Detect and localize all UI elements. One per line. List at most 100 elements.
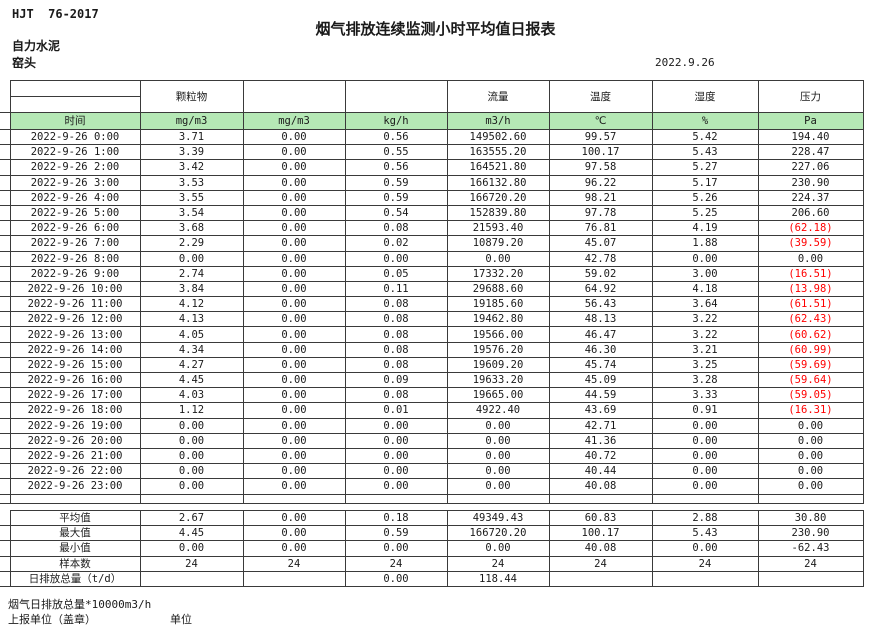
value-cell: 4.19 xyxy=(651,220,759,237)
value-cell: 19462.80 xyxy=(446,311,550,328)
value-cell: 4922.40 xyxy=(446,402,550,419)
value-cell: 0.00 xyxy=(242,250,346,267)
summary-row: 平均值 2.67 0.00 0.18 49349.43 60.83 2.88 30.80 xyxy=(0,509,864,527)
value-cell: 40.08 xyxy=(548,478,653,495)
left-margin-stub xyxy=(0,311,10,328)
value-cell: 3.71 xyxy=(139,128,244,146)
hourly-data-row: 2022-9-26 18:00 1.12 0.00 0.01 4922.40 43.69 0… xyxy=(0,402,864,419)
value-cell: 1.88 xyxy=(651,235,759,252)
left-margin-stub xyxy=(0,402,10,419)
value-cell: 19609.20 xyxy=(446,356,550,374)
left-margin-stub xyxy=(0,463,10,480)
value-cell: 0.08 xyxy=(344,326,448,343)
value-cell: 5.17 xyxy=(651,174,759,191)
value-cell xyxy=(242,570,346,587)
value-cell: 0.00 xyxy=(139,463,244,480)
empty-cell xyxy=(9,493,141,504)
left-margin-stub xyxy=(0,266,10,282)
left-margin-stub xyxy=(0,525,10,542)
left-margin-stub xyxy=(0,510,10,527)
hourly-data-row: 2022-9-26 1:00 3.39 0.00 0.55 163555.20 100.1… xyxy=(0,144,864,161)
value-cell: 3.42 xyxy=(139,159,244,176)
hourly-data-row: 2022-9-26 14:00 4.34 0.00 0.08 19576.20 46.30… xyxy=(0,341,864,358)
value-cell: 0.00 xyxy=(242,189,346,206)
value-cell: 46.30 xyxy=(548,341,653,358)
value-cell: 100.17 xyxy=(548,144,653,161)
value-cell: 0.00 xyxy=(242,341,346,358)
value-cell: 0.00 xyxy=(651,463,759,480)
value-cell: 40.44 xyxy=(548,463,653,480)
left-margin-stub xyxy=(0,571,10,587)
hourly-data-row: 2022-9-26 3:00 3.53 0.00 0.59 166132.80 96.22… xyxy=(0,174,864,191)
summary-table: 平均值 2.67 0.00 0.18 49349.43 60.83 2.88 30.80 最大值… xyxy=(0,509,864,587)
flow-total-footnote: 烟气日排放总量*10000m3/h xyxy=(8,598,152,611)
hourly-data-row: 2022-9-26 16:00 4.45 0.00 0.09 19633.20 45.09… xyxy=(0,371,864,389)
hourly-data-row: 2022-9-26 8:00 0.00 0.00 0.00 0.00 42.78 0.00 0… xyxy=(0,250,864,267)
value-cell: 0.56 xyxy=(344,159,448,176)
time-cell: 2022-9-26 10:00 xyxy=(9,280,141,298)
value-cell: 30.80 xyxy=(757,509,864,527)
time-cell: 2022-9-26 3:00 xyxy=(9,174,141,191)
value-cell: 4.45 xyxy=(139,525,244,542)
left-margin-stub xyxy=(0,478,10,495)
left-margin-stub xyxy=(0,494,10,504)
time-cell: 2022-9-26 19:00 xyxy=(9,417,141,434)
time-cell: 2022-9-26 7:00 xyxy=(9,235,141,252)
summary-label-cell: 最大值 xyxy=(9,525,141,542)
value-cell: 0.00 xyxy=(242,311,346,328)
header-group-humidity: 湿度 xyxy=(651,80,759,113)
time-header-lower-cell xyxy=(9,96,141,113)
value-cell: 0.00 xyxy=(757,463,864,480)
monitoring-point: 窑头 xyxy=(12,56,37,70)
left-margin-stub xyxy=(0,326,10,343)
value-cell: 0.59 xyxy=(344,174,448,191)
left-margin-stub xyxy=(0,97,10,113)
value-cell: 5.43 xyxy=(651,525,759,542)
value-cell: 163555.20 xyxy=(446,144,550,161)
left-margin-stub xyxy=(0,159,10,176)
hourly-data-row: 2022-9-26 19:00 0.00 0.00 0.00 0.00 42.71 0.00… xyxy=(0,417,864,434)
left-margin-stub xyxy=(0,556,10,572)
left-margin-stub xyxy=(0,251,10,267)
value-cell: 0.00 xyxy=(446,432,550,449)
time-cell: 2022-9-26 0:00 xyxy=(9,128,141,146)
value-cell: 0.55 xyxy=(344,144,448,161)
value-cell: 0.00 xyxy=(242,509,346,527)
value-cell: 0.00 xyxy=(344,417,448,434)
value-cell: 0.08 xyxy=(344,296,448,313)
value-cell: 4.27 xyxy=(139,356,244,374)
value-cell: 230.90 xyxy=(757,174,864,191)
hourly-data-row: 2022-9-26 22:00 0.00 0.00 0.00 0.00 40.44 0.00… xyxy=(0,463,864,480)
value-cell: 45.09 xyxy=(548,371,653,389)
left-margin-stub xyxy=(0,129,10,146)
value-cell: 40.72 xyxy=(548,447,653,465)
value-cell: 98.21 xyxy=(548,189,653,206)
left-margin-stub xyxy=(0,112,10,130)
value-cell: 0.00 xyxy=(344,432,448,449)
value-cell: 0.00 xyxy=(757,250,864,267)
hourly-data-row: 2022-9-26 21:00 0.00 0.00 0.00 0.00 40.72 0.00… xyxy=(0,447,864,465)
value-cell: (16.31) xyxy=(757,402,864,419)
value-cell: 166720.20 xyxy=(446,525,550,542)
value-cell: 0.00 xyxy=(344,570,448,587)
hourly-data-row: 2022-9-26 9:00 2.74 0.00 0.05 17332.20 59.02 3… xyxy=(0,265,864,282)
left-margin-stub xyxy=(0,281,10,298)
hourly-data-row: 2022-9-26 5:00 3.54 0.00 0.54 152839.80 97.78… xyxy=(0,204,864,222)
value-cell: 0.00 xyxy=(446,478,550,495)
value-cell: 0.00 xyxy=(242,220,346,237)
left-margin-stub xyxy=(0,205,10,222)
company-name: 自力水泥 xyxy=(12,39,61,53)
value-cell: (13.98) xyxy=(757,280,864,298)
hourly-data-row: 2022-9-26 11:00 4.12 0.00 0.08 19185.60 56.43… xyxy=(0,296,864,313)
value-cell: (61.51) xyxy=(757,296,864,313)
value-cell: 0.59 xyxy=(344,189,448,206)
value-cell: 3.68 xyxy=(139,220,244,237)
value-cell: 24 xyxy=(548,555,653,572)
hourly-data-row: 2022-9-26 20:00 0.00 0.00 0.00 0.00 41.36 0.00… xyxy=(0,432,864,449)
value-cell: 166720.20 xyxy=(446,189,550,206)
time-cell: 2022-9-26 23:00 xyxy=(9,478,141,495)
value-cell: 100.17 xyxy=(548,525,653,542)
value-cell: 48.13 xyxy=(548,311,653,328)
time-column-header: 时间 xyxy=(9,112,141,130)
left-margin-stub xyxy=(0,190,10,206)
